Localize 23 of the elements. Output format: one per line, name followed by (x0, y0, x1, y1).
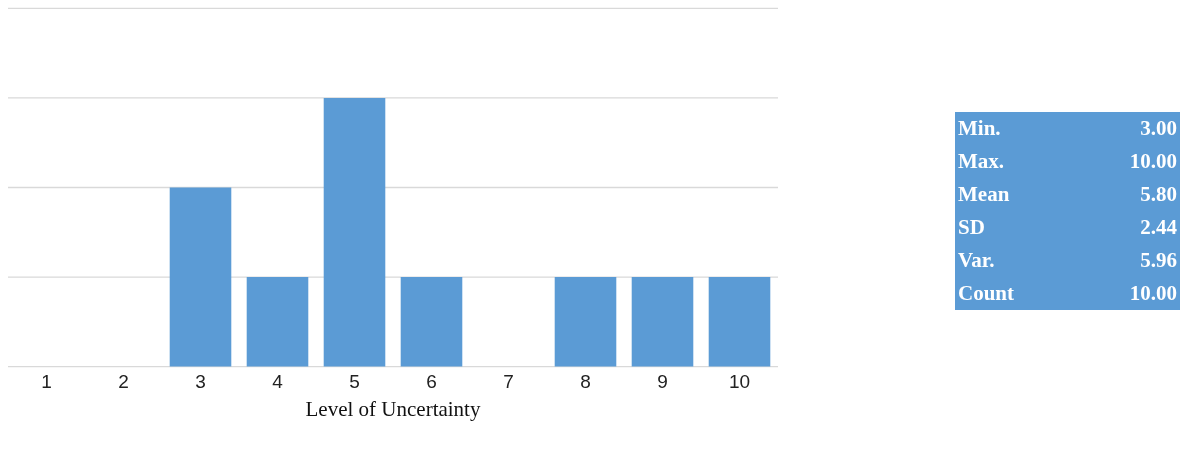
text: Max. (957, 148, 1006, 175)
text: 3.00 (1139, 115, 1178, 142)
text: Count (957, 280, 1016, 307)
x-tick-label: 1 (41, 371, 52, 392)
text: Var. (957, 247, 996, 274)
x-tick-label: 7 (503, 371, 514, 392)
x-tick-label: 5 (349, 371, 360, 392)
text: Mean (957, 181, 1011, 208)
text: 5.96 (1139, 247, 1178, 274)
x-tick-label: 3 (195, 371, 206, 392)
x-tick-label: 2 (118, 371, 129, 392)
text: 10.00 (1128, 280, 1178, 307)
text: Min. (957, 115, 1002, 142)
text: 2.44 (1139, 214, 1178, 241)
x-tick-label: 9 (657, 371, 668, 392)
x-tick-label: 4 (272, 371, 284, 392)
x-tick-label: 10 (728, 371, 751, 392)
x-tick-label: 8 (580, 371, 591, 392)
x-tick-label: 6 (426, 371, 437, 392)
x-axis-title: Level of Uncertainty (305, 397, 481, 422)
text: 10.00 (1128, 148, 1178, 175)
text: SD (957, 214, 986, 241)
text: 5.80 (1139, 181, 1178, 208)
